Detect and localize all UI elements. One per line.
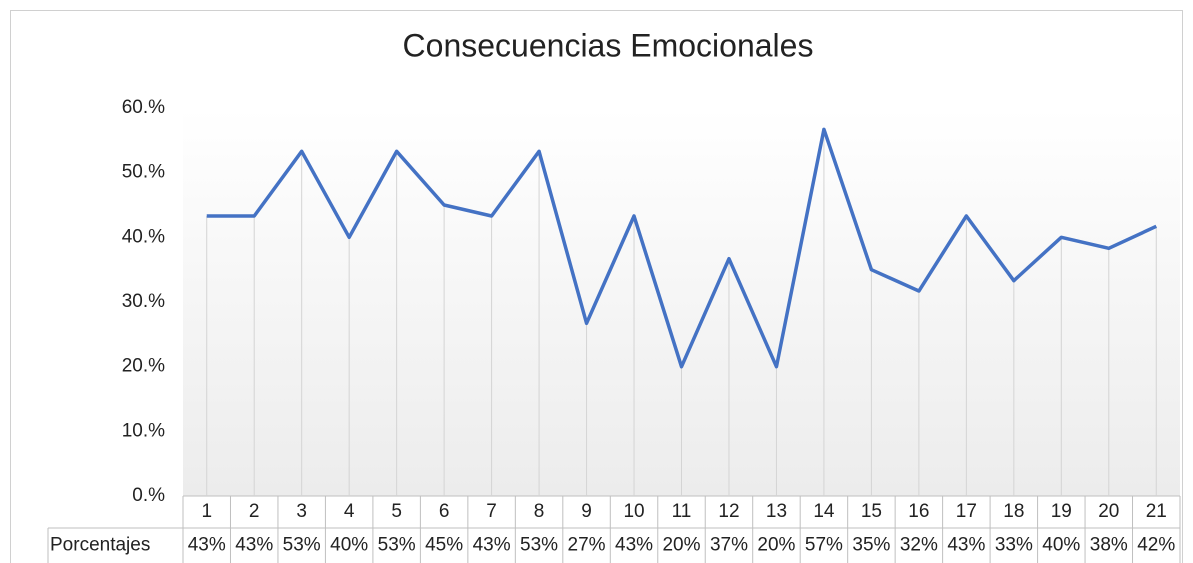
data-label: 43% <box>615 535 653 556</box>
y-tick-label: 10.% <box>122 420 165 441</box>
data-label: 32% <box>900 535 938 556</box>
y-tick-label: 40.% <box>122 226 165 247</box>
data-label: 57% <box>805 535 843 556</box>
data-label: 45% <box>425 535 463 556</box>
x-tick-label: 10 <box>623 501 644 522</box>
data-label: 20% <box>662 535 700 556</box>
data-label: 40% <box>330 535 368 556</box>
x-tick-label: 9 <box>581 501 592 522</box>
y-tick-label: 20.% <box>122 356 165 377</box>
y-tick-label: 0.% <box>132 485 165 506</box>
x-tick-label: 1 <box>201 501 212 522</box>
table-row-label: Porcentajes <box>50 535 150 556</box>
x-tick-label: 5 <box>391 501 402 522</box>
data-label: 43% <box>188 535 226 556</box>
y-tick-label: 60.% <box>122 97 165 118</box>
data-label: 42% <box>1137 535 1175 556</box>
x-tick-label: 14 <box>813 501 835 522</box>
data-label: 33% <box>995 535 1033 556</box>
x-tick-label: 11 <box>672 501 692 522</box>
x-tick-label: 7 <box>486 501 497 522</box>
data-label: 35% <box>852 535 890 556</box>
line <box>206 127 1157 369</box>
x-tick-label: 2 <box>249 501 260 522</box>
x-tick-label: 19 <box>1051 501 1072 522</box>
x-tick-label: 21 <box>1146 501 1167 522</box>
data-label: 20% <box>757 535 795 556</box>
x-tick-label: 12 <box>718 501 739 522</box>
data-label: 27% <box>568 535 606 556</box>
data-label: 40% <box>1042 535 1080 556</box>
data-label: 43% <box>947 535 985 556</box>
x-tick-label: 4 <box>344 501 355 522</box>
data-label: 43% <box>235 535 273 556</box>
chart-border <box>10 10 1183 563</box>
data-label: 53% <box>520 535 558 556</box>
data-label: 43% <box>473 535 511 556</box>
x-tick-label: 6 <box>439 501 450 522</box>
data-label: 37% <box>710 535 748 556</box>
x-tick-label: 3 <box>296 501 307 522</box>
data-label: 53% <box>283 535 321 556</box>
x-tick-label: 8 <box>534 501 545 522</box>
y-tick-label: 50.% <box>122 162 165 183</box>
x-tick-label: 13 <box>766 501 787 522</box>
x-tick-label: 16 <box>908 501 929 522</box>
x-tick-label: 15 <box>861 501 882 522</box>
data-label: 53% <box>378 535 416 556</box>
x-tick-label: 17 <box>956 501 977 522</box>
chart-title: Consecuencias Emocionales <box>403 27 814 63</box>
data-label: 38% <box>1090 535 1128 556</box>
x-tick-label: 18 <box>1003 501 1024 522</box>
y-tick-label: 30.% <box>122 291 165 312</box>
x-tick-label: 20 <box>1098 501 1119 522</box>
